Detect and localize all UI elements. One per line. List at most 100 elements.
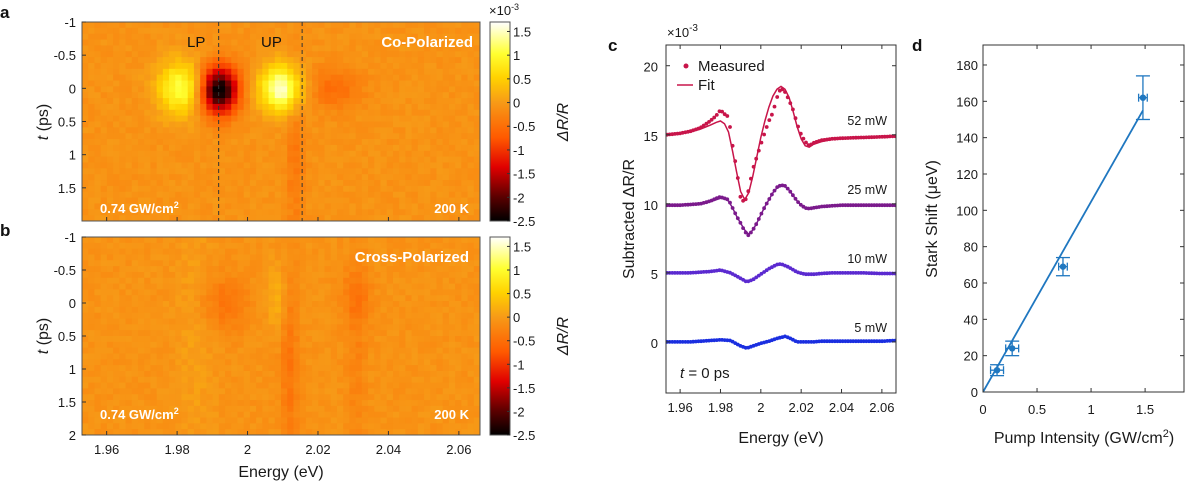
heatmap-cell bbox=[336, 197, 344, 205]
heatmap-cell bbox=[467, 365, 475, 372]
heatmap-cell bbox=[318, 283, 326, 291]
heatmap-cell bbox=[162, 185, 170, 193]
heatmap-cell bbox=[82, 336, 89, 343]
heatmap-cell bbox=[125, 341, 133, 349]
heatmap-cell bbox=[113, 74, 120, 82]
heatmap-cell bbox=[137, 39, 145, 47]
heatmap-cell bbox=[349, 103, 357, 111]
heatmap-cell bbox=[125, 423, 133, 430]
heatmap-cell bbox=[249, 353, 257, 360]
heatmap-cell bbox=[368, 405, 375, 413]
heatmap-cell bbox=[299, 180, 307, 187]
heatmap-cell bbox=[206, 359, 214, 366]
heatmap-cell bbox=[225, 388, 232, 395]
heatmap-cell bbox=[349, 353, 357, 360]
heatmap-cell bbox=[237, 283, 245, 291]
heatmap-cell bbox=[330, 295, 338, 302]
heatmap-cell bbox=[212, 109, 220, 117]
heatmap-cell bbox=[305, 33, 313, 41]
heatmap-cell bbox=[249, 144, 257, 152]
heatmap-cell bbox=[442, 417, 450, 424]
heatmap-cell bbox=[169, 39, 176, 47]
heatmap-cell bbox=[336, 248, 344, 256]
heatmap-cell bbox=[144, 68, 152, 76]
heatmap-cell bbox=[225, 382, 232, 390]
heatmap-cell bbox=[243, 27, 251, 35]
heatmap-cell bbox=[430, 86, 438, 93]
heatmap-cell bbox=[324, 417, 332, 424]
heatmap-cell bbox=[386, 353, 394, 360]
heatmap-cell bbox=[94, 388, 102, 395]
heatmap-cell bbox=[256, 242, 263, 250]
heatmap-cell bbox=[125, 133, 133, 140]
panel-a-heatmap: -1-0.500.511.5 LP UP Co-Polarized 0.74 G… bbox=[35, 15, 481, 222]
heatmap-cell bbox=[169, 376, 176, 384]
heatmap-cell bbox=[305, 92, 313, 99]
heatmap-cell bbox=[131, 423, 139, 430]
heatmap-cell bbox=[361, 103, 369, 111]
heatmap-cell bbox=[293, 370, 301, 378]
heatmap-cell bbox=[119, 301, 127, 308]
polariton-dashed-lines bbox=[218, 22, 303, 221]
heatmap-cell bbox=[113, 254, 120, 261]
temperature-label-b: 200 K bbox=[434, 407, 469, 422]
heatmap-cell bbox=[169, 289, 176, 296]
heatmap-cell bbox=[175, 400, 183, 407]
heatmap-cell bbox=[206, 254, 214, 261]
heatmap-cell bbox=[287, 429, 295, 435]
heatmap-cell bbox=[144, 33, 152, 41]
heatmap-cell bbox=[467, 86, 475, 93]
heatmap-cell bbox=[405, 51, 413, 58]
heatmap-cell bbox=[137, 242, 145, 250]
heatmap-cell bbox=[330, 423, 338, 430]
heatmap-cell bbox=[231, 215, 239, 221]
heatmap-cell bbox=[355, 254, 363, 261]
heatmap-cell bbox=[94, 27, 102, 35]
heatmap-cell bbox=[88, 51, 96, 58]
heatmap-cell bbox=[131, 74, 139, 82]
heatmap-cell bbox=[125, 185, 133, 193]
heatmap-cell bbox=[162, 150, 170, 158]
heatmap-cell bbox=[455, 318, 462, 325]
heatmap-cell bbox=[380, 45, 388, 52]
heatmap-cell bbox=[374, 376, 382, 384]
heatmap-cell bbox=[193, 312, 201, 320]
heatmap-cell bbox=[343, 237, 351, 244]
heatmap-cell bbox=[405, 197, 413, 205]
heatmap-cell bbox=[436, 86, 444, 93]
legend-label-measured: Measured bbox=[698, 58, 765, 75]
heatmap-cell bbox=[175, 191, 183, 199]
heatmap-cell bbox=[318, 242, 326, 250]
heatmap-cell bbox=[200, 423, 207, 430]
measured-point bbox=[859, 339, 863, 344]
heatmap-cell bbox=[106, 203, 114, 210]
heatmap-cell bbox=[430, 133, 438, 140]
colorbar-tick-label: 0 bbox=[513, 96, 520, 111]
heatmap-cell bbox=[249, 260, 257, 267]
heatmap-cell bbox=[169, 318, 176, 325]
heatmap-cell bbox=[324, 92, 332, 99]
measured-point bbox=[830, 271, 835, 275]
heatmap-cell bbox=[144, 185, 152, 193]
heatmap-cell bbox=[237, 271, 245, 279]
heatmap-cell bbox=[374, 277, 382, 285]
heatmap-cell bbox=[206, 306, 214, 314]
heatmap-cell bbox=[106, 324, 114, 331]
heatmap-cell bbox=[262, 271, 270, 279]
heatmap-cell bbox=[218, 191, 226, 199]
measured-point bbox=[877, 271, 882, 276]
heatmap-cell bbox=[212, 27, 220, 35]
heatmap-cell bbox=[106, 133, 114, 140]
heatmap-cell bbox=[249, 174, 257, 181]
heatmap-cell bbox=[137, 162, 145, 169]
y-tick-label: 0 bbox=[69, 296, 76, 311]
heatmap-cell bbox=[355, 417, 363, 424]
heatmap-cell bbox=[150, 98, 158, 105]
heatmap-cell bbox=[193, 115, 201, 123]
heatmap-cell bbox=[386, 370, 394, 378]
heatmap-cell bbox=[262, 185, 270, 193]
heatmap-cell bbox=[430, 144, 438, 152]
heatmap-cell bbox=[200, 62, 207, 70]
heatmap-cell bbox=[361, 191, 369, 199]
heatmap-cell bbox=[318, 92, 326, 99]
